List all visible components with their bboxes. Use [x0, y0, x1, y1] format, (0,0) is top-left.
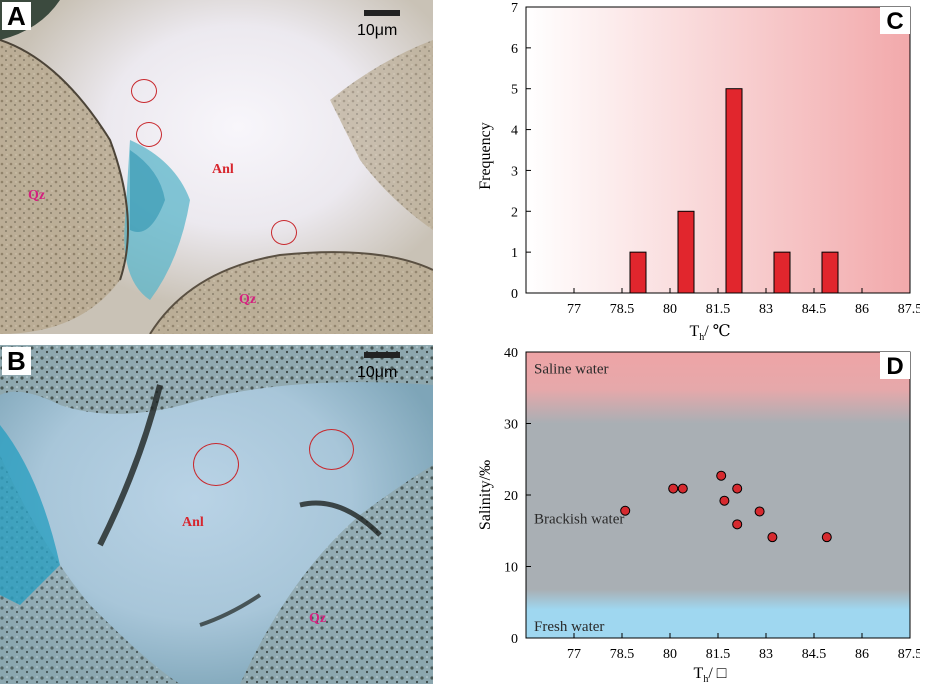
histogram-bar — [821, 251, 839, 294]
scatter-point — [754, 506, 765, 517]
x-tick-label: 84.5 — [802, 647, 827, 662]
x-tick-label: 87.5 — [898, 647, 920, 662]
x-tick-label: 83 — [759, 302, 773, 317]
y-tick-label: 4 — [511, 124, 518, 139]
y-tick-label: 20 — [504, 489, 518, 504]
y-tick-label: 3 — [511, 164, 518, 179]
y-tick-label: 30 — [504, 418, 518, 433]
x-axis-label: Th/ □ — [694, 665, 727, 684]
y-tick-label: 0 — [511, 632, 518, 647]
x-tick-label: 80 — [663, 302, 677, 317]
fluid-inclusion-circle — [271, 220, 297, 245]
y-tick-label: 5 — [511, 83, 518, 98]
micrograph-a-image — [0, 0, 433, 334]
x-tick-label: 83 — [759, 647, 773, 662]
y-tick-label: 0 — [511, 287, 518, 302]
mineral-label-qz: Qz — [239, 292, 257, 307]
x-tick-label: 86 — [855, 647, 869, 662]
scale-bar — [364, 352, 400, 358]
histogram-bar — [629, 251, 647, 294]
scatter-point — [719, 495, 730, 506]
plot-frame — [525, 6, 911, 294]
y-tick-label: 10 — [504, 561, 518, 576]
y-tick-label: 40 — [504, 346, 518, 361]
fluid-inclusion-circle — [136, 122, 162, 147]
scatter-point — [821, 532, 832, 543]
scatter-point — [732, 483, 743, 494]
y-axis-label: Salinity/‰ — [477, 460, 494, 530]
scatter-chart-d: 77 78.5 80 81.5 83 84.5 86 87.5 0 10 20 30 40 Saline… — [477, 346, 920, 684]
panel-label-bg — [880, 7, 910, 34]
y-tick-label: 1 — [511, 246, 518, 261]
scatter-point — [677, 483, 688, 494]
x-tick-label: 80 — [663, 647, 677, 662]
scale-label: 10μm — [357, 364, 398, 381]
scatter-point — [716, 470, 727, 481]
x-tick-label: 81.5 — [706, 647, 731, 662]
zone-label: Brackish water — [534, 512, 624, 528]
zone-label: Saline water — [534, 361, 609, 377]
mineral-label-anl: Anl — [182, 515, 204, 530]
panel-label-bg — [880, 352, 910, 379]
x-tick-label: 84.5 — [802, 302, 827, 317]
scatter-point — [668, 483, 679, 494]
fluid-inclusion-circle — [193, 443, 239, 486]
panel-label-a: A — [2, 2, 31, 30]
plot-background — [526, 7, 910, 293]
scale-label: 10μm — [357, 22, 398, 39]
histogram-bar — [725, 88, 743, 294]
y-tick-label: 7 — [511, 1, 518, 16]
scale-bar — [364, 10, 400, 16]
micrograph-b: B 10μm Anl Qz — [0, 345, 433, 684]
histogram-bar — [773, 251, 791, 294]
plot-background — [526, 352, 910, 638]
x-tick-label: 86 — [855, 302, 869, 317]
panel-label-d: D — [886, 353, 903, 380]
x-tick-label: 81.5 — [706, 302, 731, 317]
fluid-inclusion-circle — [309, 429, 354, 470]
y-tick-label: 2 — [511, 205, 518, 220]
mineral-label-qz: Qz — [28, 188, 46, 203]
y-axis-label: Frequency — [477, 122, 494, 190]
x-tick-label: 87.5 — [898, 302, 920, 317]
zone-label: Fresh water — [534, 619, 604, 635]
x-tick-label: 78.5 — [610, 647, 635, 662]
histogram-chart-c: 77 78.5 80 81.5 83 84.5 86 87.5 0 1 2 3 4 5 6 7 Frequen… — [477, 1, 920, 343]
mineral-label-anl: Anl — [212, 162, 234, 177]
x-axis-label: Th/ ℃ — [689, 323, 730, 343]
x-tick-label: 77 — [567, 302, 581, 317]
plot-frame — [525, 351, 911, 639]
x-tick-label: 78.5 — [610, 302, 635, 317]
scatter-point — [767, 532, 778, 543]
x-tick-label: 77 — [567, 647, 581, 662]
histogram-bar — [677, 210, 695, 294]
micrograph-b-image — [0, 345, 433, 684]
scatter-point — [620, 505, 631, 516]
panel-label-c: C — [886, 8, 903, 35]
fluid-inclusion-circle — [131, 79, 157, 103]
panel-label-b: B — [2, 347, 31, 375]
scatter-point — [732, 519, 743, 530]
mineral-label-qz: Qz — [309, 611, 327, 626]
micrograph-a: A 10μm Anl Qz Qz — [0, 0, 433, 334]
y-tick-label: 6 — [511, 42, 518, 57]
